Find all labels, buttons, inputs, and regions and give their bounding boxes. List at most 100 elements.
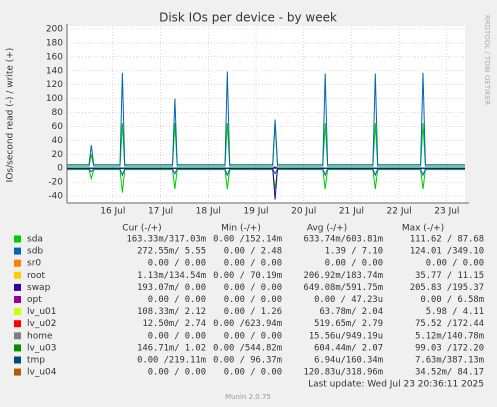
legend-swatch xyxy=(14,271,21,279)
legend-stat: 206.92m/183.74m xyxy=(304,271,383,281)
legend-swatch xyxy=(14,332,21,340)
y-axis-label: IOs/second read (-) / write (+) xyxy=(6,48,16,183)
legend-stat: 0.00 / 0.00 xyxy=(148,259,206,269)
legend-stat: 111.62 / 87.68 xyxy=(410,235,484,245)
series-line xyxy=(67,71,465,166)
legend-stat: 63.78m/ 2.04 xyxy=(319,307,383,317)
legend-stat: 12.50m/ 2.74 xyxy=(142,319,206,329)
y-tick-label: 0 xyxy=(57,164,63,174)
legend-stat: 146.71m/ 1.02 xyxy=(137,343,206,353)
legend-stat: 1.13m/134.54m xyxy=(137,271,206,281)
legend-stat: 0.00 / 0.00 xyxy=(426,259,484,269)
y-tick-label: 80 xyxy=(52,108,64,118)
y-tick-label: 140 xyxy=(46,66,63,76)
y-tick-label: -20 xyxy=(48,178,63,188)
legend-stat: 35.77 / 11.15 xyxy=(415,271,484,281)
y-tick-label: 160 xyxy=(46,52,63,62)
y-tick-label: 40 xyxy=(52,136,64,146)
x-tick-label: 22 Jul xyxy=(387,207,412,217)
legend-swatch xyxy=(14,247,21,255)
x-tick-label: 18 Jul xyxy=(196,207,221,217)
legend-stat: 34.52m/ 84.17 xyxy=(415,368,484,378)
legend-stat: 649.08m/591.75m xyxy=(304,283,383,293)
legend-stat: 108.33m/ 2.12 xyxy=(137,307,206,317)
x-tick-label: 17 Jul xyxy=(148,207,173,217)
legend-stat: 0.00 / 6.58m xyxy=(420,295,484,305)
legend-label: lv_u03 xyxy=(27,343,56,353)
legend-stat: 0.00 / 0.00 xyxy=(148,368,206,378)
column-header: Cur (-/+) xyxy=(122,224,161,234)
legend-label: root xyxy=(27,271,46,281)
column-header: Max (-/+) xyxy=(402,224,444,234)
x-tick-label: 19 Jul xyxy=(243,207,268,217)
x-tick-label: 23 Jul xyxy=(434,207,459,217)
legend-swatch xyxy=(14,344,21,352)
legend-stat: 7.63m/387.13m xyxy=(415,356,484,366)
series-line xyxy=(67,168,465,177)
legend-swatch xyxy=(14,320,21,328)
legend-stat: 15.56u/949.19u xyxy=(309,331,383,341)
plot-area xyxy=(67,26,465,203)
legend-stat: 0.00 / 1.26 xyxy=(224,307,282,317)
legend-stat: 6.94u/160.34m xyxy=(314,356,383,366)
legend-swatch xyxy=(14,235,21,243)
legend-label: opt xyxy=(27,295,42,305)
legend-stat: 99.03 /172.20 xyxy=(415,343,484,353)
legend-stat: 0.00 / 0.00 xyxy=(224,331,282,341)
legend-swatch xyxy=(14,368,21,376)
legend-stat: 272.55m/ 5.55 xyxy=(137,247,206,257)
legend-label: lv_u02 xyxy=(27,319,56,329)
legend-label: lv_u04 xyxy=(27,368,57,378)
legend-label: home xyxy=(27,331,53,341)
legend-swatch xyxy=(14,259,21,267)
y-tick-label: -40 xyxy=(48,192,63,202)
legend-stat: 0.00 / 0.00 xyxy=(148,295,206,305)
legend-stat: 0.00 /152.14m xyxy=(213,235,282,245)
legend-stat: 0.00 / 0.00 xyxy=(325,259,383,269)
legend-stat: 0.00 / 70.19m xyxy=(213,271,282,281)
y-tick-label: 60 xyxy=(52,122,64,132)
y-tick-label: 20 xyxy=(52,150,64,160)
legend-stat: 120.83u/318.96m xyxy=(304,368,383,378)
legend-stat: 0.00 /544.82m xyxy=(213,343,282,353)
legend-stat: 0.00 /219.11m xyxy=(137,356,206,366)
y-tick-label: 100 xyxy=(46,94,63,104)
legend-label: swap xyxy=(27,283,51,293)
y-tick-label: 200 xyxy=(46,25,63,35)
chart-title: Disk IOs per device - by week xyxy=(159,11,337,25)
x-tick-label: 21 Jul xyxy=(339,207,364,217)
legend-swatch xyxy=(14,296,21,303)
column-header: Min (-/+) xyxy=(221,224,261,234)
legend-stat: 0.00 / 0.00 xyxy=(224,295,282,305)
legend-stat: 0.00 / 96.37m xyxy=(213,356,282,366)
legend-stat: 604.44m/ 2.07 xyxy=(314,343,383,353)
legend-stat: 0.00 /623.94m xyxy=(213,319,282,329)
legend-stat: 0.00 / 0.00 xyxy=(224,259,282,269)
legend-stat: 124.01 /349.10 xyxy=(410,247,484,257)
legend-label: sdb xyxy=(27,247,43,257)
legend-label: sr0 xyxy=(27,259,41,269)
legend-stat: 75.52 /172.44 xyxy=(415,319,484,329)
legend-label: sda xyxy=(27,235,43,245)
legend-stat: 193.07m/ 0.00 xyxy=(137,283,206,293)
legend-swatch xyxy=(14,283,21,291)
side-text: RRDTOOL / TOBI OETIKER xyxy=(483,15,491,105)
legend-label: lv_u01 xyxy=(27,307,56,317)
series-line xyxy=(67,166,465,169)
y-tick-label: 120 xyxy=(46,80,63,90)
legend-stat: 0.00 / 0.00 xyxy=(148,331,206,341)
legend-stat: 5.12m/140.78m xyxy=(415,331,484,341)
legend-stat: 0.00 / 0.00 xyxy=(224,368,282,378)
legend-stat: 5.98 / 4.11 xyxy=(426,307,484,317)
legend-stat: 0.00 / 2.48 xyxy=(224,247,282,257)
legend-label: tmp xyxy=(27,356,45,366)
legend-stat: 163.33m/317.03m xyxy=(127,235,206,245)
legend-stat: 205.83 /195.37 xyxy=(410,283,484,293)
legend-stat: 633.74m/603.81m xyxy=(304,235,383,245)
legend-stat: 0.00 / 0.00 xyxy=(224,283,282,293)
legend-stat: 1.39 / 7.10 xyxy=(325,247,383,257)
legend-swatch xyxy=(14,356,21,364)
legend-stat: 0.00 / 47.23u xyxy=(314,295,383,305)
last-update: Last update: Wed Jul 23 20:36:11 2025 xyxy=(308,380,484,390)
